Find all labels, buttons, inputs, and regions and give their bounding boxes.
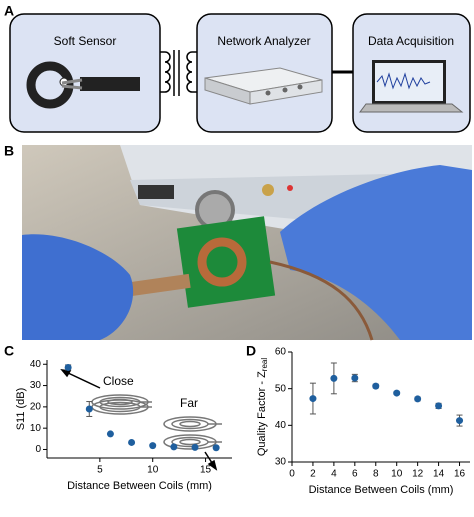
x-axis-label: Distance Between Coils (mm) [67,480,212,492]
x-tick-label: 5 [97,465,103,476]
box-label: Data Acquisition [368,34,454,48]
x-tick-label: 16 [454,469,466,480]
x-tick-label: 14 [433,469,445,480]
point [309,395,317,403]
panel-label: D [246,343,256,359]
y-tick-label: 0 [35,444,41,455]
y-axis-label-sub: real [260,358,269,372]
x-tick-label: 10 [147,465,159,476]
x-tick-label: 8 [373,469,379,480]
y-tick-label: 40 [275,420,287,431]
point [351,374,359,382]
point [393,389,401,397]
y-axis-label-text: Quality Factor - Z [256,371,268,456]
point [212,444,220,452]
y-tick-label: 60 [275,347,287,358]
point [64,363,72,371]
y-tick-label: 50 [275,383,287,394]
laptop-icon [359,60,464,113]
box-label: Network Analyzer [217,34,310,48]
y-tick-label: 20 [30,402,42,413]
point [372,382,380,390]
x-tick-label: 6 [352,469,358,480]
point [456,417,464,425]
x-tick-label: 15 [200,465,212,476]
y-axis-label: S11 (dB) [15,388,27,431]
x-axis-label: Distance Between Coils (mm) [309,484,454,496]
sensor-icon [26,61,140,109]
x-tick-label: 0 [289,469,295,480]
box-label: Soft Sensor [54,34,117,48]
analyzer-icon [204,67,323,105]
y-tick-label: 10 [30,423,42,434]
panel-label: B [4,143,14,159]
point [191,443,199,451]
point [85,405,93,413]
x-tick-label: 4 [331,469,337,480]
y-axis-label-text: S11 (dB) [15,388,27,431]
x-tick-label: 2 [310,469,316,480]
panel-label: A [4,3,14,19]
y-tick-label: 30 [30,380,42,391]
annotation: Far [180,396,198,410]
coil-illustrations [91,394,222,450]
photo [22,145,472,341]
transformer-icon [160,50,197,96]
y-axis-label: Quality Factor - Zreal [256,358,269,457]
point [414,395,422,403]
annotation: Close [103,374,134,388]
point [128,438,136,446]
point [149,442,157,450]
point [330,374,338,382]
point [435,402,443,410]
point [106,430,114,438]
y-tick-label: 40 [30,359,42,370]
point [170,443,178,451]
y-tick-label: 30 [275,457,287,468]
x-tick-label: 12 [412,469,424,480]
annotation-arrows [60,369,218,471]
panel-label: C [4,343,14,359]
x-tick-label: 10 [391,469,403,480]
